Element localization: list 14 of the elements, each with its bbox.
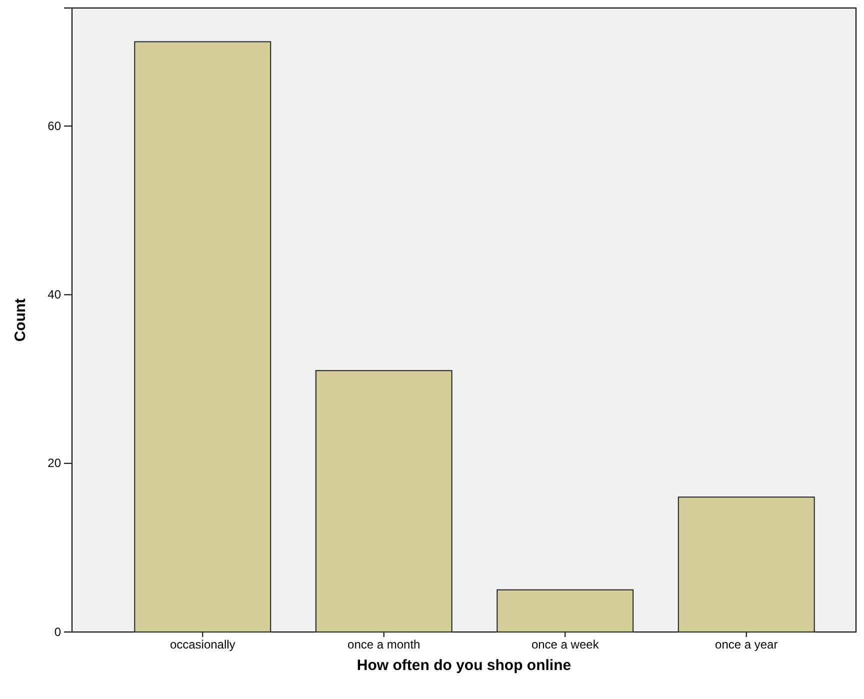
y-tick-label: 60	[48, 118, 62, 133]
x-tick-label: once a week	[531, 638, 600, 652]
bar	[315, 370, 452, 632]
y-tick-label: 20	[48, 456, 62, 470]
x-axis-title: How often do you shop online	[356, 657, 572, 674]
x-tick-label: once a month	[348, 638, 420, 652]
bar	[678, 496, 815, 632]
x-tick-label: once a year	[715, 638, 778, 652]
y-tick-label: 0	[54, 624, 62, 639]
bar	[134, 41, 272, 632]
y-tick-label: 40	[48, 288, 62, 302]
y-axis-title: Count	[12, 298, 29, 342]
x-tick-label: occasionally	[170, 638, 236, 652]
bar	[496, 589, 634, 632]
